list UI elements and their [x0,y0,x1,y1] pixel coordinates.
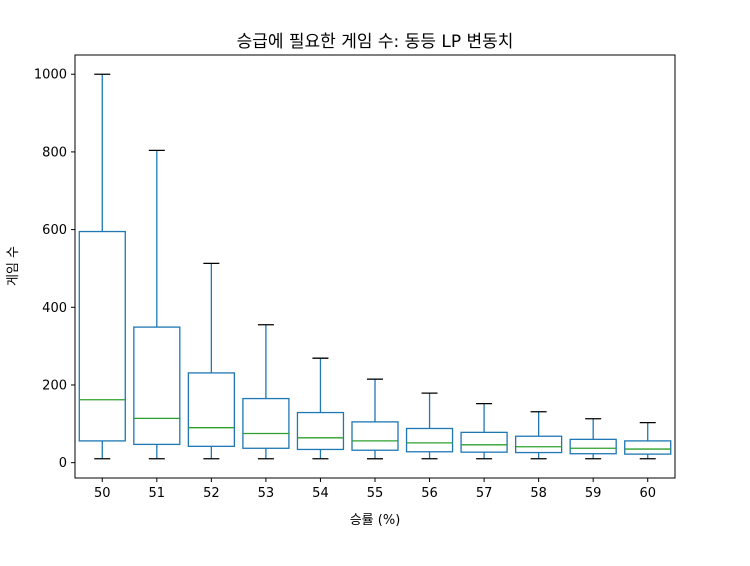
x-tick-label: 52 [203,486,220,501]
y-tick-label: 400 [42,301,67,316]
box [296,411,345,451]
x-tick-label: 58 [530,486,547,501]
box [351,421,399,451]
x-tick-label: 55 [367,486,384,501]
chart-title: 승급에 필요한 게임 수: 동등 LP 변동치 [237,32,514,52]
box [242,397,290,449]
plot-frame [74,54,676,479]
box [187,372,236,447]
x-tick-label: 53 [258,486,275,501]
x-tick-label: 57 [476,486,493,501]
box [405,427,454,453]
x-tick-label: 51 [149,486,166,501]
y-tick-label: 0 [59,456,67,471]
box [514,435,563,454]
box [78,230,126,442]
box [569,438,617,455]
y-tick-label: 200 [42,378,67,393]
y-tick-label: 600 [42,223,67,238]
y-tick-label: 800 [42,145,67,160]
y-tick-label: 1000 [34,68,67,83]
x-tick-label: 59 [585,486,602,501]
box [133,326,181,446]
box [624,440,672,455]
x-tick-label: 56 [421,486,438,501]
x-tick-label: 60 [639,486,656,501]
x-tick-label: 54 [312,486,329,501]
y-axis-label: 게임 수 [6,246,21,286]
box [460,431,508,453]
x-tick-label: 50 [94,486,111,501]
x-axis-label: 승률 (%) [350,513,401,528]
